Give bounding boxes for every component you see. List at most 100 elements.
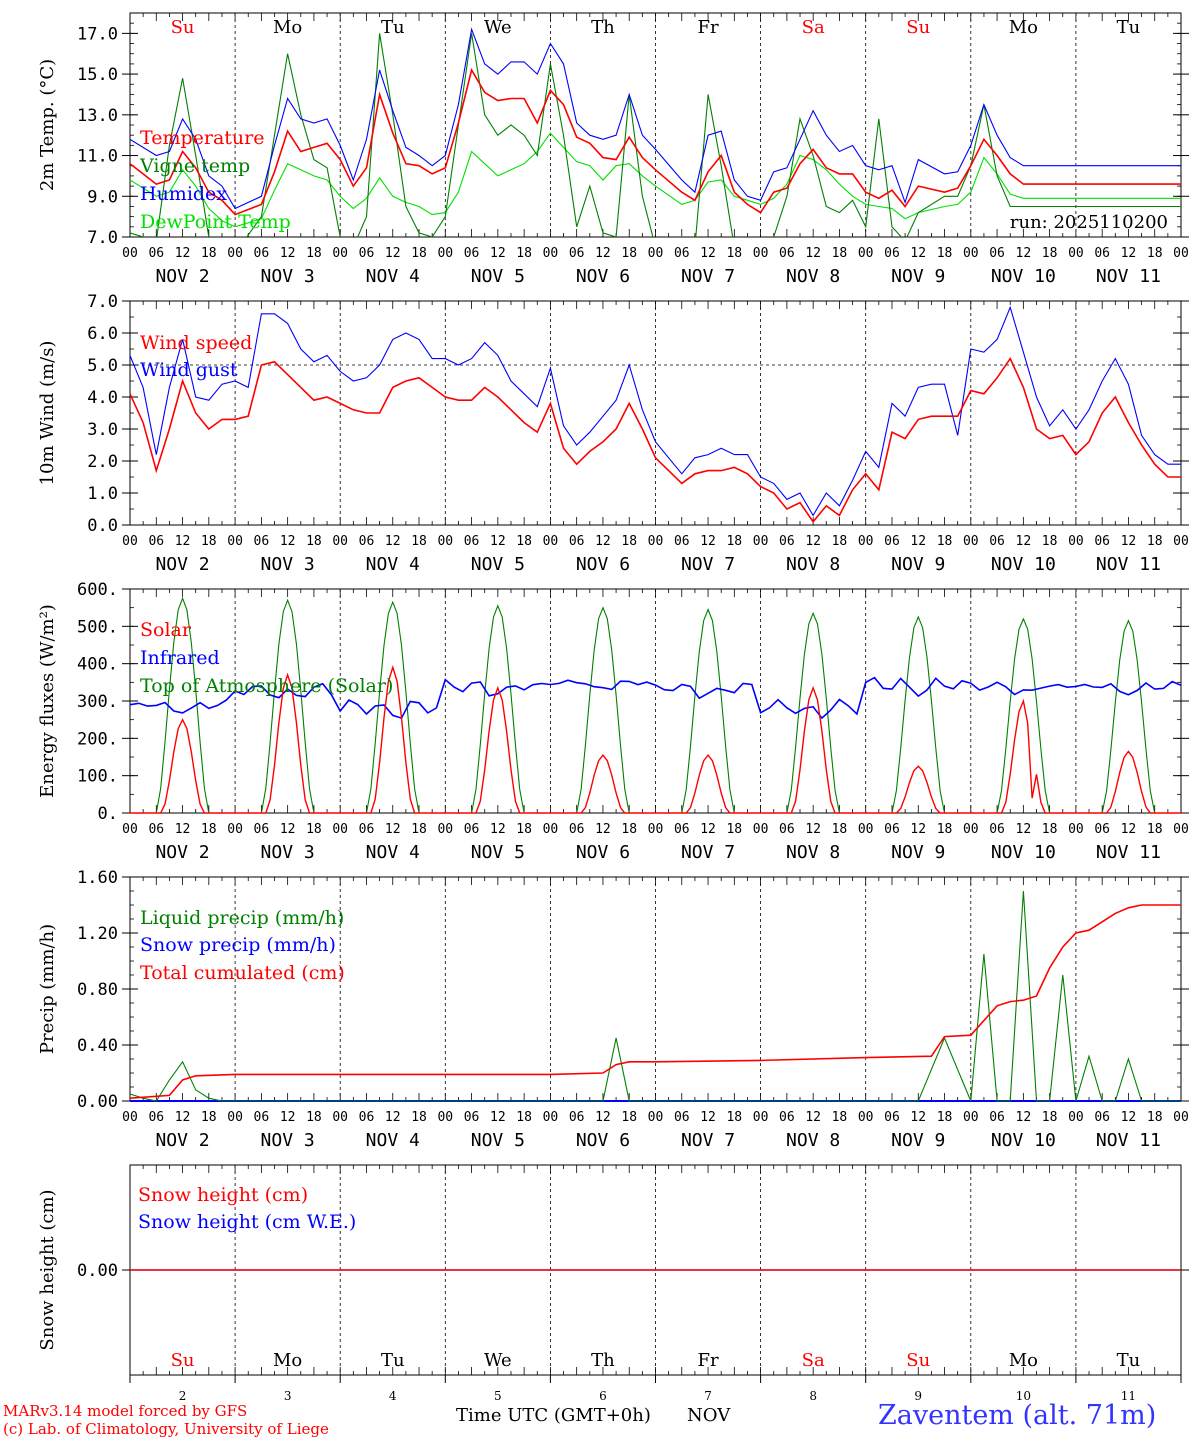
hour-tick-label: 00 xyxy=(122,822,138,837)
date-label: NOV 8 xyxy=(786,554,840,575)
date-label: NOV 7 xyxy=(681,266,735,287)
hour-tick-label: 12 xyxy=(1121,534,1137,549)
y-tick-label: 200. xyxy=(77,729,118,749)
hour-tick-label: 18 xyxy=(937,1110,953,1125)
legend-entry: Temperature xyxy=(140,127,264,149)
hour-tick-label: 00 xyxy=(963,534,979,549)
hour-tick-label: 18 xyxy=(1042,246,1058,261)
hour-tick-label: 12 xyxy=(385,246,401,261)
hour-tick-label: 06 xyxy=(359,1110,375,1125)
hour-tick-label: 00 xyxy=(437,822,453,837)
hour-tick-label: 06 xyxy=(779,822,795,837)
hour-tick-label: 00 xyxy=(1173,534,1189,549)
y-tick-label: 600. xyxy=(77,580,118,600)
hour-tick-label: 06 xyxy=(779,534,795,549)
hour-tick-label: 06 xyxy=(674,822,690,837)
hour-tick-label: 00 xyxy=(753,534,769,549)
time-axis-temp: 00 06 12 18 NOV 2 00 06 12 18 NOV 3 00 06 12 18 NOV 4 0… xyxy=(122,246,1189,287)
hour-tick-label: 18 xyxy=(621,822,637,837)
weekday-label: Su xyxy=(171,1350,195,1371)
hour-tick-label: 06 xyxy=(1094,1110,1110,1125)
hour-tick-label: 00 xyxy=(122,246,138,261)
hour-tick-label: 12 xyxy=(385,822,401,837)
date-label: NOV 11 xyxy=(1096,554,1161,575)
weekday-label: Fr xyxy=(698,1350,719,1371)
y-tick-label: 3.0 xyxy=(87,420,118,440)
hour-tick-label: 18 xyxy=(726,246,742,261)
date-label: NOV 11 xyxy=(1096,842,1161,863)
hour-tick-label: 00 xyxy=(648,1110,664,1125)
hour-tick-label: 12 xyxy=(805,246,821,261)
hour-tick-label: 12 xyxy=(1016,534,1032,549)
panel-frame xyxy=(129,300,1182,526)
y-tick-label: 0.40 xyxy=(77,1036,118,1056)
panel-precip: 0.00 0.40 0.80 1.20 1.60 Precip (mm/h) Liquid … xyxy=(37,868,1189,1112)
weekday-label: Mo xyxy=(1009,17,1038,38)
hour-tick-label: 00 xyxy=(858,822,874,837)
hour-tick-label: 06 xyxy=(148,534,164,549)
hour-tick-label: 00 xyxy=(332,822,348,837)
hour-tick-label: 12 xyxy=(1016,1110,1032,1125)
hour-tick-label: 12 xyxy=(490,246,506,261)
hour-tick-label: 00 xyxy=(648,822,664,837)
y-tick-label: 7.0 xyxy=(87,228,118,248)
time-axis-precip: 00 06 12 18 NOV 2 00 06 12 18 NOV 3 00 06 12 18 NOV 4 0… xyxy=(122,1110,1189,1151)
date-label: NOV 8 xyxy=(786,842,840,863)
hour-tick-label: 00 xyxy=(332,534,348,549)
hour-tick-label: 18 xyxy=(937,534,953,549)
hour-tick-label: 12 xyxy=(1121,246,1137,261)
hour-tick-label: 00 xyxy=(227,246,243,261)
hour-tick-label: 12 xyxy=(385,1110,401,1125)
hour-tick-label: 18 xyxy=(726,822,742,837)
hour-tick-label: 18 xyxy=(937,822,953,837)
weekday-label: Th xyxy=(591,17,615,38)
hour-tick-label: 18 xyxy=(516,822,532,837)
date-label: NOV 2 xyxy=(155,554,209,575)
hour-tick-label: 18 xyxy=(832,246,848,261)
hour-tick-label: 18 xyxy=(201,1110,217,1125)
hour-tick-label: 06 xyxy=(464,822,480,837)
hour-tick-label: 18 xyxy=(1042,822,1058,837)
series-total-cumulated xyxy=(129,904,1181,1099)
hour-tick-label: 12 xyxy=(700,534,716,549)
hour-tick-label: 00 xyxy=(1068,1110,1084,1125)
hour-tick-label: 12 xyxy=(595,822,611,837)
legend-entry: Infrared xyxy=(140,647,220,669)
hour-tick-label: 12 xyxy=(175,534,191,549)
date-label: NOV 6 xyxy=(576,842,630,863)
date-label: NOV 8 xyxy=(786,266,840,287)
date-label: NOV 8 xyxy=(786,1130,840,1151)
hour-tick-label: 18 xyxy=(306,246,322,261)
hour-tick-label: 18 xyxy=(201,246,217,261)
hour-tick-label: 18 xyxy=(306,1110,322,1125)
y-tick-label: 0.0 xyxy=(87,516,118,536)
hour-tick-label: 00 xyxy=(227,534,243,549)
date-label: NOV 6 xyxy=(576,266,630,287)
hour-tick-label: 00 xyxy=(437,1110,453,1125)
weekday-label: Su xyxy=(906,17,930,38)
hour-tick-label: 12 xyxy=(805,534,821,549)
y-tick-label: 2.0 xyxy=(87,452,118,472)
y-tick-label: 0.00 xyxy=(77,1092,118,1112)
month-label: NOV xyxy=(687,1405,731,1426)
panel-energy: 0. 100. 200. 300. 400. 500. 600. Energy fluxes … xyxy=(37,580,1189,824)
station-title: Zaventem (alt. 71m) xyxy=(878,1400,1157,1431)
hour-tick-label: 06 xyxy=(464,534,480,549)
hour-tick-label: 18 xyxy=(306,822,322,837)
hour-tick-label: 06 xyxy=(674,246,690,261)
series-group xyxy=(130,27,1181,237)
y-tick-label: 13.0 xyxy=(77,106,118,126)
hour-tick-label: 18 xyxy=(201,534,217,549)
hour-tick-label: 18 xyxy=(516,1110,532,1125)
hour-tick-label: 06 xyxy=(254,534,270,549)
date-label: NOV 5 xyxy=(471,266,525,287)
hour-tick-label: 12 xyxy=(280,822,296,837)
hour-tick-label: 12 xyxy=(490,534,506,549)
series-humidex xyxy=(130,27,1181,210)
hour-tick-label: 00 xyxy=(1068,822,1084,837)
y-axis-label: Snow height (cm) xyxy=(37,1189,58,1350)
hour-tick-label: 06 xyxy=(884,1110,900,1125)
hour-tick-label: 12 xyxy=(595,246,611,261)
hour-tick-label: 00 xyxy=(332,1110,348,1125)
hour-tick-label: 18 xyxy=(516,246,532,261)
